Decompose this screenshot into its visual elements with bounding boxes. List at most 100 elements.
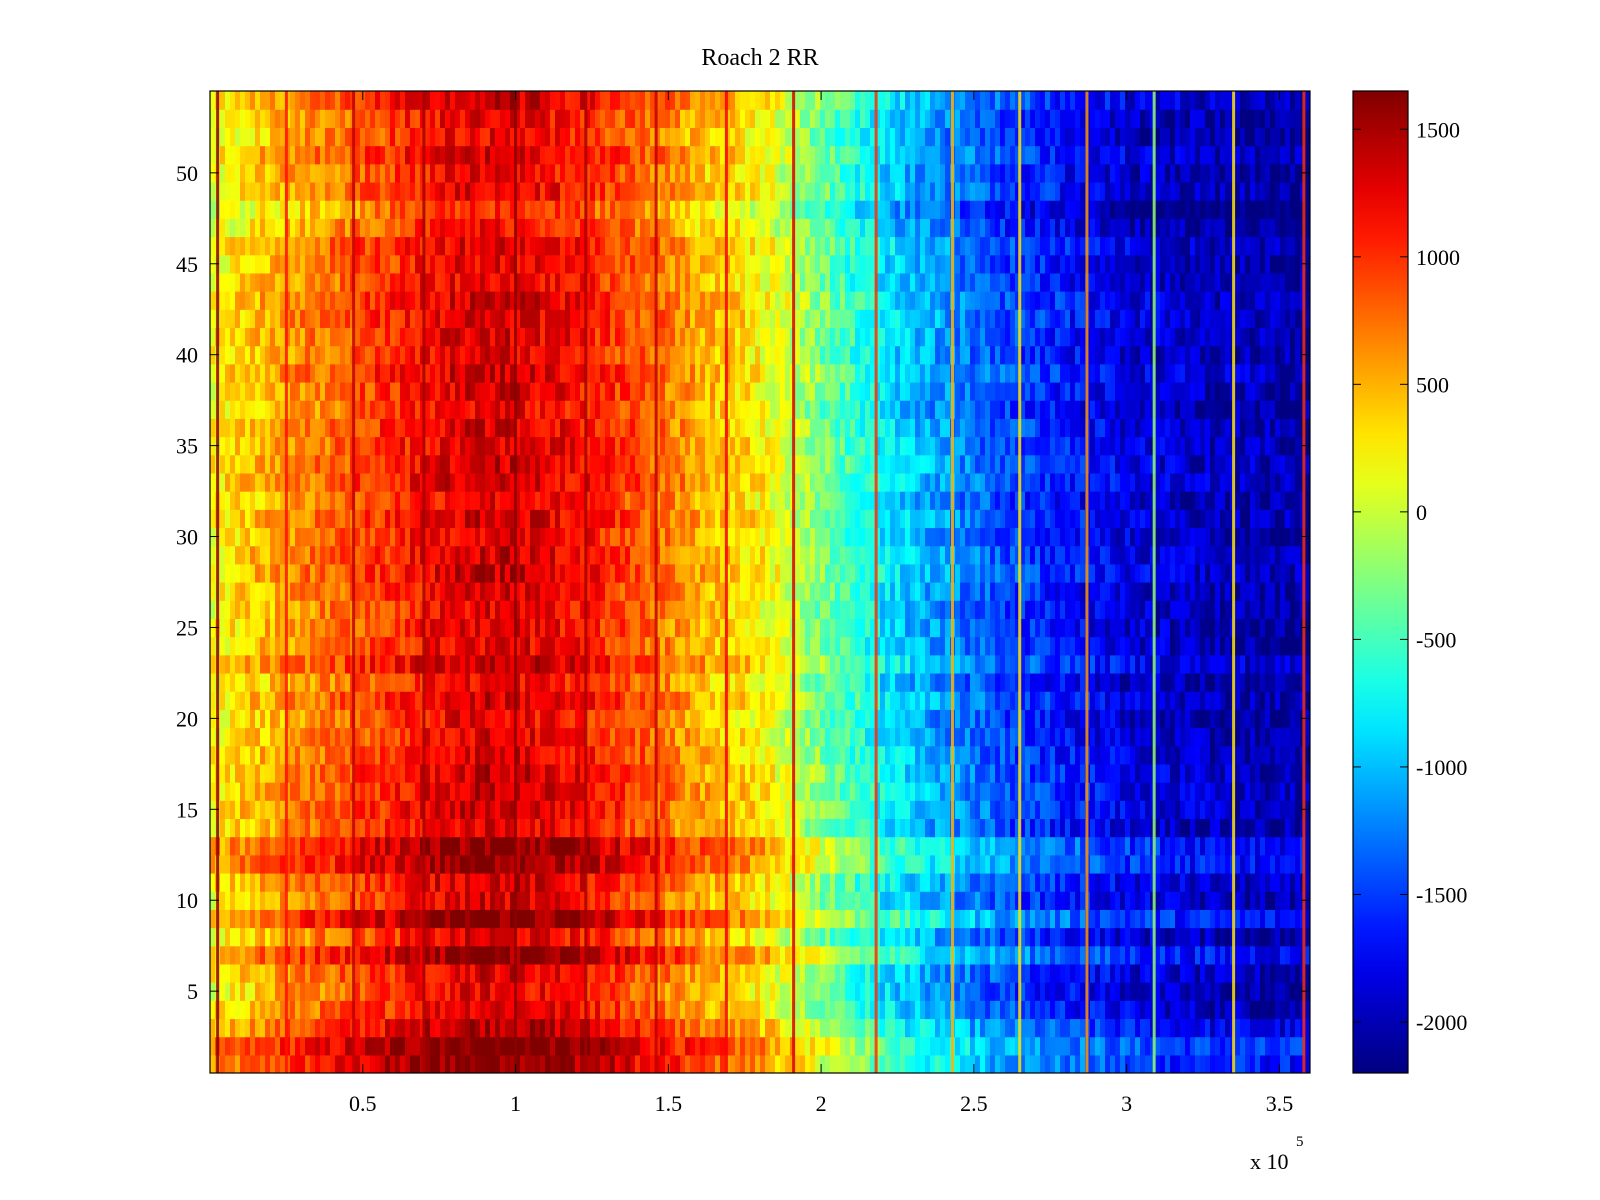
heatmap-cell xyxy=(1140,927,1146,947)
heatmap-cell xyxy=(850,691,856,710)
heatmap-cell xyxy=(525,891,531,910)
heatmap-cell xyxy=(640,672,646,692)
heatmap-cell xyxy=(260,782,266,801)
heatmap-cell xyxy=(765,763,771,783)
heatmap-cell xyxy=(485,1036,491,1056)
heatmap-cell xyxy=(310,800,316,820)
heatmap-cell xyxy=(375,782,381,801)
heatmap-cell xyxy=(1125,763,1131,783)
heatmap-cell xyxy=(1295,963,1301,983)
heatmap-cell xyxy=(865,1054,871,1073)
heatmap-cell xyxy=(595,763,601,783)
heatmap-cell xyxy=(465,691,471,710)
heatmap-cell xyxy=(530,982,536,1001)
heatmap-cell xyxy=(875,836,881,856)
heatmap-cell xyxy=(330,709,336,729)
heatmap-cell xyxy=(795,836,801,856)
heatmap-cell xyxy=(245,909,251,929)
heatmap-cell xyxy=(605,800,611,820)
heatmap-cell xyxy=(905,891,911,910)
heatmap-cell xyxy=(430,672,436,692)
heatmap-cell xyxy=(550,1000,556,1020)
heatmap-cell xyxy=(1105,836,1111,856)
heatmap-cell xyxy=(1100,982,1106,1001)
heatmap-cell xyxy=(740,945,746,965)
heatmap-cell xyxy=(615,800,621,820)
heatmap-cell xyxy=(980,945,986,965)
heatmap-cell xyxy=(570,727,576,747)
heatmap-cell xyxy=(855,963,861,983)
heatmap-cell xyxy=(505,872,511,892)
heatmap-cell xyxy=(305,691,311,710)
heatmap-cell xyxy=(1165,709,1171,729)
heatmap-cell xyxy=(505,836,511,856)
heatmap-cell xyxy=(730,1054,736,1073)
heatmap-cell xyxy=(685,982,691,1001)
heatmap-cell xyxy=(890,1054,896,1073)
heatmap-cell xyxy=(410,727,416,747)
heatmap-cell xyxy=(260,1054,266,1073)
heatmap-cell xyxy=(1050,672,1056,692)
heatmap-cell xyxy=(560,963,566,983)
heatmap-cell xyxy=(730,1018,736,1038)
heatmap-cell xyxy=(955,982,961,1001)
heatmap-cell xyxy=(1080,909,1086,929)
heatmap-cell xyxy=(555,909,561,929)
heatmap-cell xyxy=(275,709,281,729)
heatmap-cell xyxy=(630,836,636,856)
heatmap-cell xyxy=(1180,727,1186,747)
heatmap-cell xyxy=(905,1054,911,1073)
heatmap-cell xyxy=(245,691,251,710)
heatmap-cell xyxy=(1265,927,1271,947)
heatmap-cell xyxy=(220,709,226,729)
heatmap-cell xyxy=(530,927,536,947)
heatmap-cell xyxy=(620,1054,626,1073)
heatmap-cell xyxy=(300,945,306,965)
heatmap-cell xyxy=(770,963,776,983)
heatmap-cell xyxy=(675,727,681,747)
heatmap-cell xyxy=(565,927,571,947)
heatmap-cell xyxy=(280,909,286,929)
heatmap-cell xyxy=(810,854,816,874)
heatmap-cell xyxy=(900,963,906,983)
heatmap-cell xyxy=(1175,1054,1181,1073)
heatmap-cell xyxy=(340,1018,346,1038)
heatmap-cell xyxy=(700,891,706,910)
heatmap-cell xyxy=(630,745,636,765)
heatmap-cell xyxy=(875,927,881,947)
heatmap-cell xyxy=(1000,672,1006,692)
heatmap-cell xyxy=(265,927,271,947)
heatmap-cell xyxy=(1090,691,1096,710)
heatmap-cell xyxy=(785,1000,791,1020)
heatmap-cell xyxy=(770,1018,776,1038)
heatmap-cell xyxy=(580,1000,586,1020)
heatmap-cell xyxy=(1015,982,1021,1001)
heatmap-cell xyxy=(595,891,601,910)
heatmap-cell xyxy=(470,763,476,783)
heatmap-cell xyxy=(255,745,261,765)
heatmap-cell xyxy=(875,982,881,1001)
heatmap-cell xyxy=(630,982,636,1001)
heatmap-cell xyxy=(560,709,566,729)
heatmap-cell xyxy=(660,727,666,747)
heatmap-cell xyxy=(1260,1018,1266,1038)
heatmap-cell xyxy=(435,654,441,674)
heatmap-cell xyxy=(1000,709,1006,729)
heatmap-cell xyxy=(885,963,891,983)
heatmap-cell xyxy=(290,763,296,783)
heatmap-cell xyxy=(855,872,861,892)
heatmap-cell xyxy=(1070,854,1076,874)
heatmap-cell xyxy=(750,782,756,801)
heatmap-cell xyxy=(465,782,471,801)
heatmap-cell xyxy=(405,891,411,910)
heatmap-cell xyxy=(1280,1036,1286,1056)
heatmap-cell xyxy=(1000,945,1006,965)
heatmap-cell xyxy=(930,1054,936,1073)
heatmap-cell xyxy=(570,927,576,947)
heatmap-cell xyxy=(1170,891,1176,910)
heatmap-cell xyxy=(330,1000,336,1020)
heatmap-cell xyxy=(360,891,366,910)
heatmap-cell xyxy=(820,982,826,1001)
heatmap-cell xyxy=(735,763,741,783)
heatmap-cell xyxy=(365,1036,371,1056)
